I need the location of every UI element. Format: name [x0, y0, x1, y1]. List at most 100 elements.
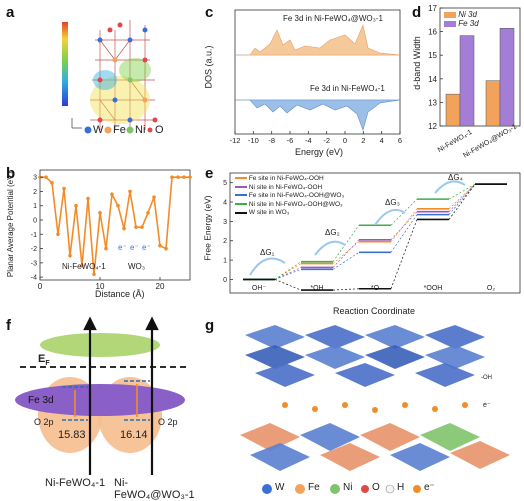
- panel-f: f EF Fe 3d O 2p O 2p 15.83 16.14 Ni-FeWO…: [0, 305, 200, 501]
- panel-b-ylabel: Planar Average Potential (eV): [6, 171, 16, 278]
- d-bar: [485, 80, 501, 127]
- dos-series-top: [235, 24, 401, 56]
- atoms: [97, 22, 158, 123]
- width-value-1: 15.83: [58, 429, 86, 441]
- legend-e-3: Ni site in Ni-FeWO₄-OOH@WO₃: [248, 200, 343, 208]
- c-xtick-label: -10: [248, 136, 259, 145]
- bottom-label-2: Ni-FeWO₄@WO₃-1: [114, 477, 195, 501]
- legend-g-o: O: [372, 482, 380, 493]
- b-ytick-label: -1: [31, 232, 37, 239]
- b-ytick-label: 3: [33, 175, 37, 182]
- potential-point: [50, 181, 54, 185]
- legend-e-1: Ni site in Ni-FeWO₄-OOH: [248, 183, 323, 191]
- electron-label-3: e⁻: [142, 243, 151, 252]
- panel-e-ylabel: Free Energy (eV): [202, 195, 213, 261]
- fe3d-label: Fe 3d: [28, 395, 54, 406]
- e-category-label: *O: [371, 285, 380, 292]
- potential-point: [188, 175, 192, 179]
- e-connector: [448, 184, 476, 220]
- panel-d-letter: d: [412, 4, 422, 21]
- potential-point: [104, 246, 108, 251]
- panel-e-legend: Fe site in Ni-FeWO₄-OOH Ni site in Ni-Fe…: [235, 175, 344, 218]
- o2p-label-right: O 2p: [158, 417, 178, 427]
- e-ytick-label: 0: [223, 277, 227, 284]
- delta-arrows: [249, 180, 466, 276]
- b-ytick-label: -3: [31, 260, 37, 267]
- b-xtick-label: 20: [156, 282, 165, 291]
- e-connector: [274, 261, 302, 280]
- e-ytick-label: 4: [223, 200, 227, 207]
- d-bar: [499, 28, 515, 127]
- panel-c-ylabel: DOS (a.u.): [203, 45, 214, 89]
- panel-b: b 0 10 20 3 2 1 0 -1 -2 -3 -4 Planar Average Poten…: [0, 165, 200, 300]
- legend-e-0: Fe site in Ni-FeWO₄-OOH: [248, 175, 324, 182]
- e-connector: [332, 288, 360, 291]
- legend-label-fe: Fe: [113, 124, 126, 136]
- panel-a-legend: [84, 126, 153, 134]
- legend-ni-3d: Ni 3d: [458, 10, 477, 19]
- legend-g-e: e⁻: [424, 482, 435, 493]
- legend-g-w: W: [275, 482, 285, 493]
- panel-a: a: [0, 0, 180, 140]
- panel-b-xlabel: Distance (Å): [95, 289, 145, 299]
- c-xtick-label: -8: [268, 136, 275, 145]
- potential-point: [56, 232, 60, 237]
- oh-label: -OH: [481, 375, 492, 381]
- potential-point: [98, 211, 102, 215]
- panel-a-structure: [62, 20, 158, 134]
- potential-point: [140, 225, 144, 229]
- delta-g2: ΔG₂: [325, 228, 340, 237]
- panel-d-plot: 12 13 14 15 16 17: [428, 4, 521, 131]
- b-ytick-label: 0: [33, 218, 37, 225]
- potential-point: [86, 196, 90, 201]
- c-xtick-label: -6: [287, 136, 294, 145]
- panel-g: g Reaction Coordinate: [205, 305, 524, 500]
- d-ytick-label: 17: [428, 4, 437, 13]
- legend-swatch-fe: [444, 20, 456, 27]
- e-connector: [332, 252, 360, 270]
- potential-point: [152, 195, 156, 199]
- potential-point: [146, 211, 150, 215]
- color-scale-bar: [62, 22, 68, 106]
- e-ytick-label: 2: [223, 238, 227, 245]
- bottom-label-1: Ni-FeWO₄-1: [45, 477, 106, 489]
- legend-line-3: [235, 203, 247, 206]
- potential-point: [176, 175, 180, 179]
- panel-c: c -12 -10 -8 -6 -4 -2 0 2 4 6 Fe 3d in Ni-FeWO₄@W…: [203, 0, 410, 160]
- o2p-label-left: O 2p: [34, 417, 54, 427]
- e-connector: [274, 279, 302, 291]
- b-ytick-label: 1: [33, 203, 37, 210]
- e-connector: [390, 208, 418, 242]
- panel-f-letter: f: [6, 317, 11, 334]
- electron-label-1: e⁻: [118, 243, 127, 252]
- potential-point: [74, 203, 78, 208]
- dos-series-bottom: [235, 99, 401, 131]
- e-connector: [448, 183, 476, 215]
- c-xtick-label: 2: [361, 136, 365, 145]
- delta-g3: ΔG₃: [385, 198, 400, 207]
- panel-e-plot: 0 1 2 3 4 5 OH⁻ *OH *O *OOH O₂: [223, 172, 521, 294]
- ef-label-e: E: [38, 353, 46, 365]
- e-ytick-label: 1: [223, 258, 227, 265]
- e-connector: [390, 219, 418, 289]
- legend-line-0: [235, 177, 247, 180]
- potential-point: [116, 203, 120, 208]
- e-category-label: O₂: [487, 285, 495, 292]
- e-category-label: OH⁻: [252, 285, 267, 292]
- panel-d-legend: Ni 3d Fe 3d: [444, 10, 479, 28]
- potential-point: [62, 186, 66, 191]
- b-xtick-label: 0: [38, 282, 43, 291]
- d-ytick-label: 16: [428, 28, 437, 37]
- e-connector: [332, 241, 360, 264]
- panel-c-plot: -12 -10 -8 -6 -4 -2 0 2 4 6: [230, 9, 402, 145]
- panel-g-structure: [240, 325, 510, 494]
- top-layer-octahedra: [245, 325, 485, 387]
- region-label-wo3: WO₃: [128, 262, 146, 271]
- e-connector: [390, 214, 418, 253]
- potential-point: [92, 272, 96, 277]
- e-connector: [448, 183, 476, 210]
- panel-c-xlabel: Energy (eV): [295, 147, 344, 157]
- width-markers: [62, 380, 150, 421]
- legend-e-4: W site in WO₃: [248, 209, 290, 217]
